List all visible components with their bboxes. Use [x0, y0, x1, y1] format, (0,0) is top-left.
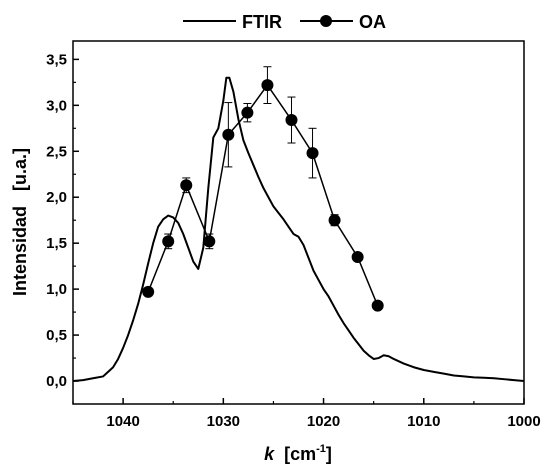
x-tick-label: 1040 [106, 413, 139, 430]
y-tick-label: 1,0 [46, 281, 67, 298]
x-tick-label: 1010 [407, 413, 440, 430]
y-tick-label: 0,0 [46, 373, 67, 390]
oa-point [328, 214, 341, 227]
oa-point [162, 235, 175, 248]
legend: FTIR OA [183, 12, 386, 32]
oa-point [203, 235, 216, 248]
series-oa-line [147, 83, 379, 306]
oa-point [351, 250, 364, 263]
legend-oa-label: OA [359, 12, 386, 32]
oa-point [285, 114, 298, 127]
oa-point [180, 179, 193, 192]
x-axis-unit-close: ] [326, 444, 332, 464]
axis-ticks: 1040 1030 1020 1010 1000 0,0 0,5 1,0 1,5 2,0 2,5 3,… [46, 51, 541, 430]
y-tick-label: 2,0 [46, 189, 67, 206]
oa-point [142, 285, 155, 298]
y-tick-label: 2,5 [46, 143, 67, 160]
y-tick-label: 3,5 [46, 51, 67, 68]
y-tick-label: 0,5 [46, 327, 67, 344]
oa-point [241, 106, 254, 119]
plot-frame [72, 40, 525, 405]
legend-oa-marker [320, 15, 332, 27]
y-axis-title: Intensidad [u.a.] [10, 148, 30, 296]
x-axis-title: k [cm-1] [264, 443, 332, 464]
x-tick-label: 1000 [507, 413, 540, 430]
y-tick-label: 1,5 [46, 235, 67, 252]
x-tick-label: 1030 [207, 413, 240, 430]
oa-point [371, 299, 384, 312]
oa-point [222, 128, 235, 141]
x-axis-unit-open: [cm [284, 444, 316, 464]
oa-point [306, 147, 319, 160]
x-tick-label: 1020 [307, 413, 340, 430]
oa-point [261, 79, 274, 92]
x-axis-unit-exp: -1 [316, 443, 326, 455]
series-ftir-line [72, 76, 525, 383]
legend-ftir-label: FTIR [242, 12, 282, 32]
series-group [72, 66, 525, 383]
y-tick-label: 3,0 [46, 97, 67, 114]
x-axis-symbol: k [264, 444, 275, 464]
